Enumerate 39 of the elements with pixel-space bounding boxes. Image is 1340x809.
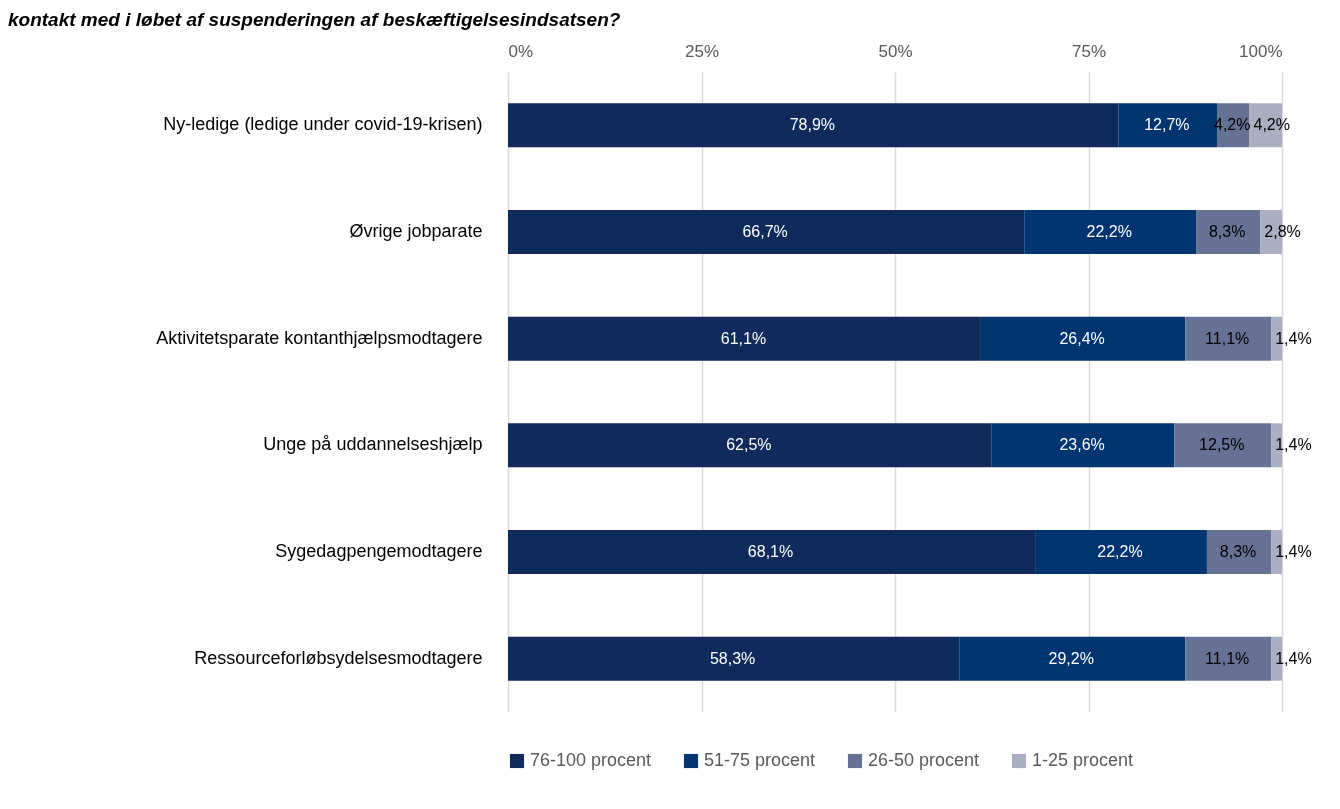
data-label: 22,2% — [1097, 543, 1143, 560]
data-label: 4,2% — [1253, 116, 1290, 134]
text: kontakt med i løbet af suspenderingen af beskæftigelsesindsatsen? — [8, 9, 621, 30]
data-label: 58,3% — [709, 649, 756, 667]
x-tick-label: 100% — [1239, 41, 1283, 61]
data-label: 61,1% — [720, 329, 767, 347]
y-tick-label: Øvrige jobparate — [349, 221, 483, 241]
data-label: 1,4% — [1275, 543, 1312, 560]
data-label: 29,2% — [1048, 649, 1094, 667]
y-tick-label: Ny-ledige (ledige under covid-19-krisen) — [163, 114, 483, 135]
data-label: 1,4% — [1275, 436, 1312, 454]
data-label: 11,1% — [1205, 329, 1250, 347]
data-label: 2,8% — [1264, 223, 1301, 240]
legend-label: 26-50 procent — [868, 750, 980, 770]
data-label: 11,1% — [1205, 649, 1250, 667]
legend-label: 1-25 procent — [1032, 750, 1134, 770]
data-label: 68,1% — [747, 543, 794, 560]
data-label: 62,5% — [726, 436, 772, 454]
x-tick-label: 50% — [878, 41, 913, 61]
data-label: 26,4% — [1059, 329, 1105, 347]
y-tick-label: Ressourceforløbsydelsesmodtagere — [194, 647, 483, 668]
data-label: 12,7% — [1144, 116, 1190, 134]
legend-label: 76-100 procent — [530, 750, 652, 770]
data-label: 12,5% — [1199, 436, 1245, 454]
y-tick-label: Aktivitetsparate kontanthjælpsmodtagere — [156, 327, 483, 348]
data-label: 78,9% — [789, 116, 836, 134]
data-label: 1,4% — [1275, 329, 1312, 347]
y-tick-label: Sygedagpengemodtagere — [275, 541, 483, 561]
data-label: 22,2% — [1086, 223, 1132, 240]
data-label: 8,3% — [1219, 543, 1257, 560]
y-tick-label: Unge på uddannelseshjælp — [263, 434, 483, 455]
data-label: 1,4% — [1275, 649, 1312, 667]
x-tick-label: 75% — [1071, 41, 1107, 61]
x-tick-label: 25% — [684, 41, 720, 61]
data-label: 8,3% — [1208, 223, 1246, 240]
x-tick-label: 0% — [508, 41, 534, 61]
data-label: 66,7% — [742, 223, 788, 240]
legend-label: 51-75 procent — [704, 750, 816, 770]
data-label: 23,6% — [1059, 436, 1105, 454]
